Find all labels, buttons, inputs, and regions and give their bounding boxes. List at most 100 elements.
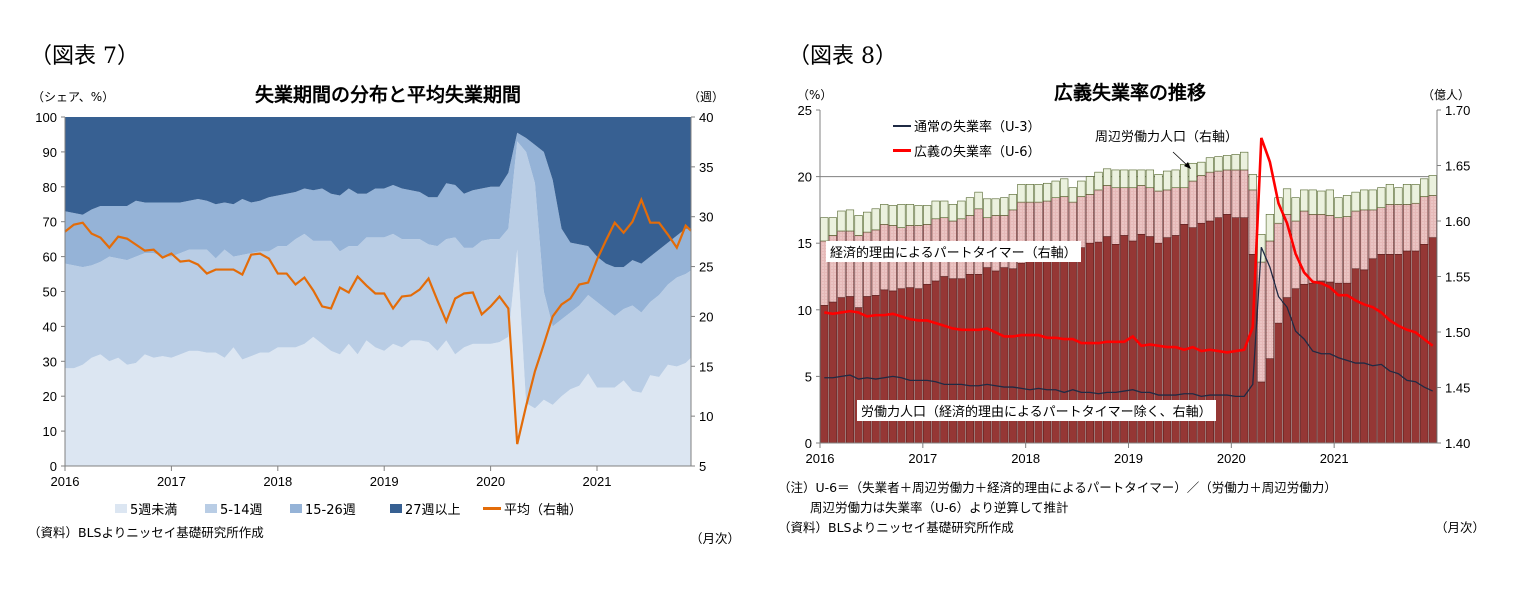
bar-segment-part-time bbox=[1205, 171, 1214, 222]
bar-segment-part-time bbox=[1231, 169, 1240, 218]
bar-segment-labor-force bbox=[1411, 250, 1420, 444]
x-tick-label: 2019 bbox=[1114, 451, 1143, 466]
bar-segment-marginal bbox=[1060, 178, 1069, 197]
bar-segment-part-time bbox=[1308, 214, 1317, 284]
legend-item: 5週未満 bbox=[115, 499, 177, 518]
y-tick-label: 100 bbox=[35, 110, 57, 125]
x-tick-label: 2020 bbox=[476, 474, 505, 489]
bar-segment-part-time bbox=[1420, 196, 1429, 245]
bar-segment-part-time bbox=[1180, 187, 1189, 225]
x-tick-label: 2017 bbox=[908, 451, 937, 466]
bar-segment-part-time bbox=[1094, 189, 1103, 243]
bar-segment-part-time bbox=[1402, 204, 1412, 252]
bar-segment-labor-force bbox=[1214, 217, 1223, 444]
y-tick-label: 10 bbox=[798, 303, 812, 318]
bar-segment-marginal bbox=[1334, 197, 1343, 218]
bar-segment-marginal bbox=[1351, 191, 1360, 212]
legend-label: 5週未満 bbox=[130, 503, 178, 518]
bar-segment-part-time bbox=[1240, 169, 1249, 218]
bar-segment-part-time bbox=[1351, 210, 1360, 270]
bar-segment-marginal bbox=[1342, 195, 1352, 217]
x-tick-label: 2019 bbox=[370, 474, 399, 489]
chart-7-frequency: （月次） bbox=[690, 531, 741, 546]
bar-segment-part-time bbox=[1385, 204, 1394, 255]
bar-segment-part-time bbox=[1342, 216, 1352, 284]
chart-8-frequency: （月次） bbox=[1435, 520, 1486, 535]
bar-segment-marginal bbox=[983, 198, 992, 218]
bar-segment-part-time bbox=[1334, 217, 1343, 284]
bar-segment-marginal bbox=[845, 209, 855, 232]
bar-segment-labor-force bbox=[828, 301, 837, 444]
bar-segment-labor-force bbox=[1377, 254, 1386, 444]
bar-segment-part-time bbox=[1428, 195, 1437, 238]
legend-item: 通常の失業率（U-3） bbox=[893, 116, 1040, 135]
chart-7-source: （資料）BLSよりニッセイ基礎研究所作成 bbox=[28, 525, 264, 540]
bar-segment-part-time bbox=[1188, 180, 1197, 228]
y2-tick-label: 1.45 bbox=[1445, 381, 1470, 396]
legend-swatch bbox=[390, 504, 402, 513]
bar-segment-marginal bbox=[1240, 151, 1249, 171]
bar-segment-marginal bbox=[1025, 184, 1035, 203]
y2-tick-label: 1.55 bbox=[1445, 270, 1470, 285]
area-series-0 bbox=[65, 249, 691, 466]
legend-label: 15-26週 bbox=[305, 503, 356, 518]
bar-segment-marginal bbox=[1265, 214, 1274, 242]
area-series-2 bbox=[65, 132, 691, 327]
bar-segment-marginal bbox=[1128, 169, 1137, 189]
bar-segment-part-time bbox=[1317, 214, 1326, 282]
bar-segment-marginal bbox=[1137, 169, 1146, 186]
bar-segment-part-time bbox=[1145, 187, 1155, 237]
bar-segment-labor-force bbox=[837, 297, 846, 444]
bar-segment-part-time bbox=[1274, 222, 1283, 324]
bar-segment-part-time bbox=[1214, 170, 1223, 218]
y2-tick-label: 10 bbox=[699, 409, 713, 424]
bar-segment-labor-force bbox=[1231, 217, 1240, 444]
bar-segment-marginal bbox=[854, 215, 863, 236]
legend-swatch bbox=[205, 504, 217, 513]
bar-segment-marginal bbox=[948, 204, 957, 222]
chart-8-note: （注）U-6＝（失業者＋周辺労働力＋経済的理由によるパートタイマー）／（労働力＋… bbox=[778, 480, 1337, 495]
bar-segment-marginal bbox=[1402, 184, 1412, 205]
y2-tick-label: 25 bbox=[699, 260, 713, 275]
bar-segment-part-time bbox=[1325, 215, 1334, 283]
bar-segment-labor-force bbox=[1351, 268, 1360, 444]
chart-7-left-unit: （シェア、%） bbox=[32, 90, 115, 104]
chart-8-right-unit: （億人） bbox=[1422, 88, 1471, 102]
bar-segment-marginal bbox=[1085, 176, 1095, 195]
bar-segment-marginal bbox=[957, 200, 966, 220]
bar-segment-part-time bbox=[1197, 175, 1206, 224]
x-tick-label: 2017 bbox=[157, 474, 186, 489]
y-tick-label: 90 bbox=[43, 145, 57, 160]
bar-segment-marginal bbox=[1051, 180, 1060, 198]
bar-segment-part-time bbox=[1154, 190, 1163, 244]
bar-segment-marginal bbox=[1248, 174, 1257, 191]
bar-segment-marginal bbox=[1428, 175, 1437, 196]
bar-segment-part-time bbox=[1360, 209, 1369, 271]
bar-segment-marginal bbox=[905, 204, 915, 226]
bar-segment-part-time bbox=[1128, 187, 1137, 242]
bar-segment-marginal bbox=[1282, 188, 1292, 215]
legend-label: 5-14週 bbox=[220, 503, 263, 518]
bar-segment-marginal bbox=[1394, 187, 1403, 205]
area-series-3 bbox=[65, 117, 691, 268]
y-tick-label: 40 bbox=[43, 319, 57, 334]
bar-segment-marginal bbox=[914, 205, 923, 226]
bar-segment-marginal bbox=[1043, 182, 1052, 202]
bar-segment-labor-force bbox=[1428, 237, 1437, 444]
y2-tick-label: 1.70 bbox=[1445, 103, 1470, 118]
bar-segment-labor-force bbox=[1300, 283, 1309, 444]
legend-swatch bbox=[893, 149, 911, 152]
bar-segment-marginal bbox=[1317, 190, 1326, 215]
bar-segment-part-time bbox=[1222, 169, 1232, 215]
y-tick-label: 60 bbox=[43, 250, 57, 265]
average-duration-line bbox=[64, 196, 692, 445]
figure-8-label: （図表 8） bbox=[788, 44, 897, 69]
y-tick-label: 80 bbox=[43, 180, 57, 195]
chart-8-title: 広義失業率の推移 bbox=[1053, 82, 1207, 104]
bar-segment-part-time bbox=[1162, 189, 1172, 238]
y-tick-label: 5 bbox=[805, 369, 812, 384]
bar-segment-marginal bbox=[1368, 189, 1377, 211]
chart-7-right-unit: （週） bbox=[688, 90, 725, 104]
y-tick-label: 50 bbox=[43, 285, 57, 300]
bar-segment-part-time bbox=[1265, 240, 1274, 359]
